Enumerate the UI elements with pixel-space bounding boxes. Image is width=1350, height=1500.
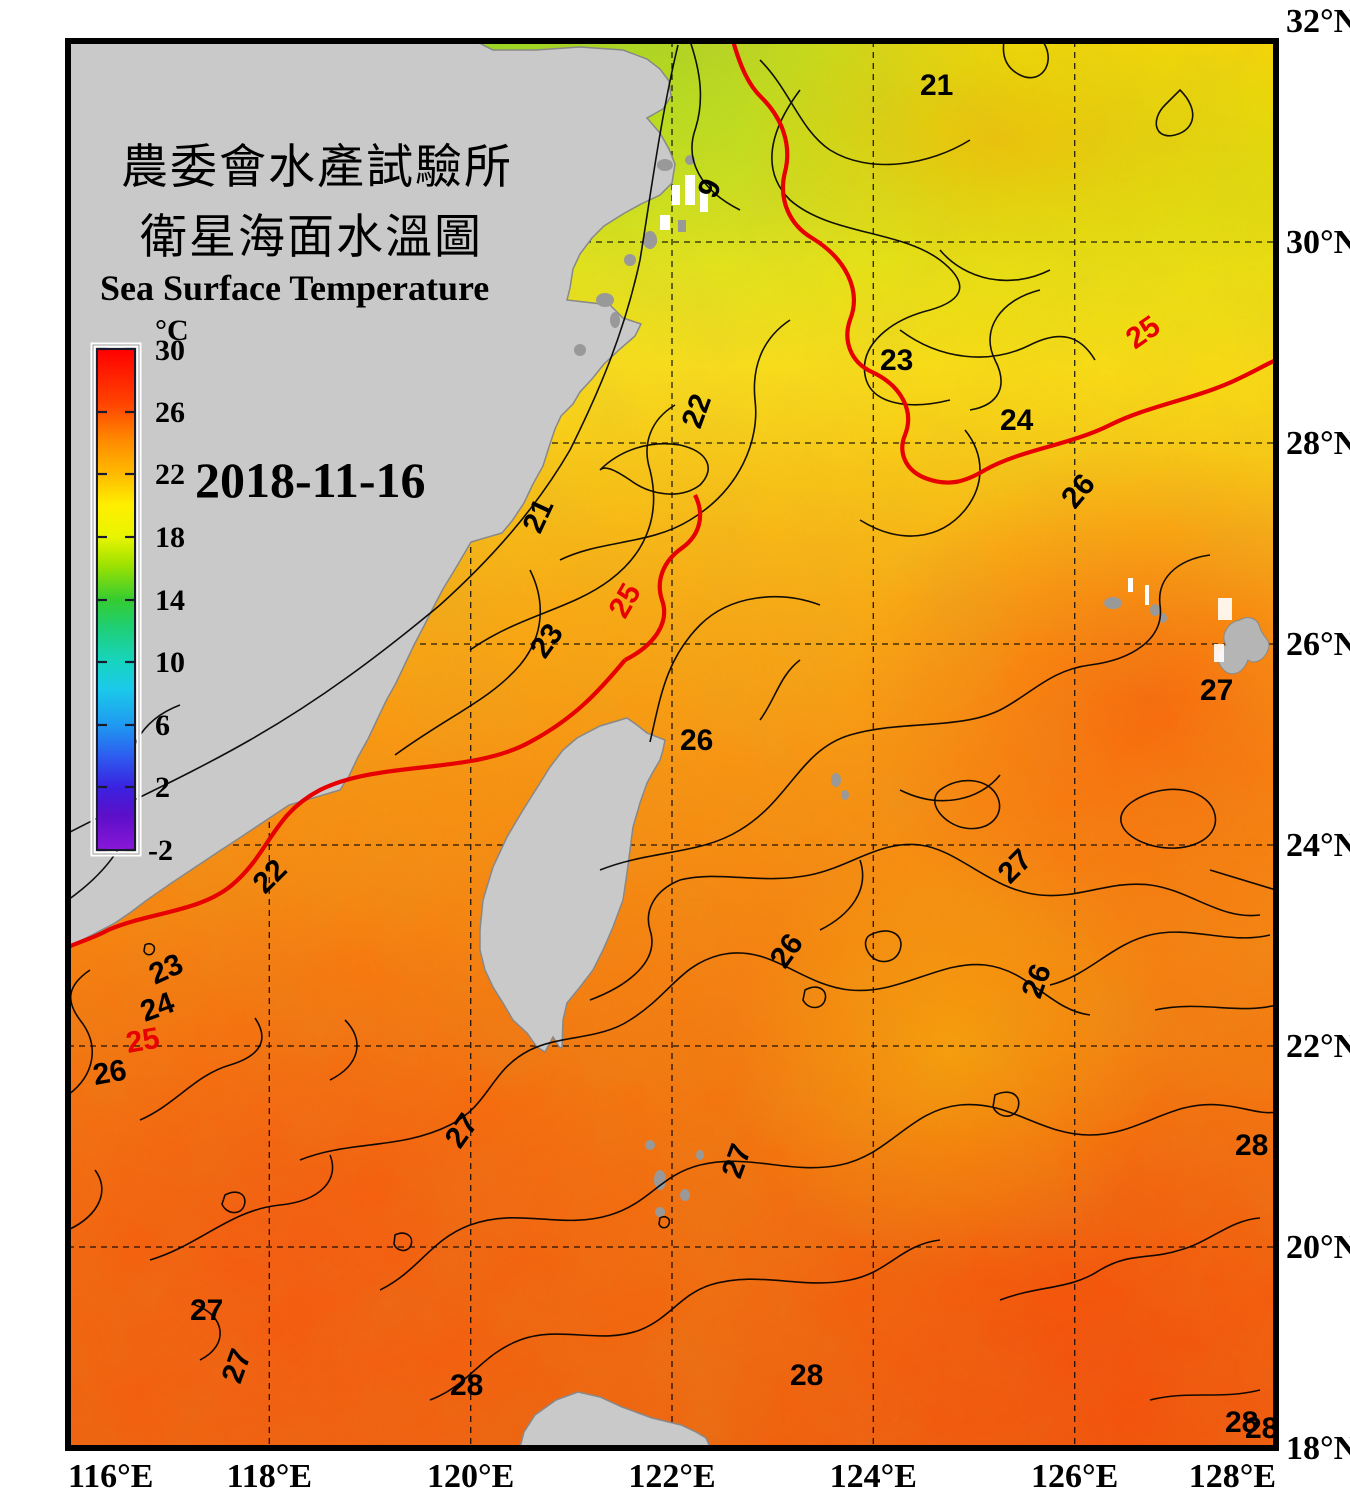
svg-text:28: 28 xyxy=(1235,1129,1268,1162)
svg-text:6: 6 xyxy=(155,709,170,742)
svg-text:26: 26 xyxy=(90,1054,129,1092)
svg-text:26°N: 26°N xyxy=(1286,626,1350,663)
svg-text:120°E: 120°E xyxy=(427,1458,514,1495)
svg-text:126°E: 126°E xyxy=(1031,1458,1118,1495)
svg-text:18°N: 18°N xyxy=(1286,1430,1350,1467)
svg-text:10: 10 xyxy=(155,646,185,679)
svg-text:-2: -2 xyxy=(148,834,173,867)
svg-text:116°E: 116°E xyxy=(68,1458,153,1495)
svg-text:32°N: 32°N xyxy=(1286,3,1350,40)
svg-text:122°E: 122°E xyxy=(628,1458,715,1495)
svg-text:2: 2 xyxy=(155,771,170,804)
svg-text:2018-11-16: 2018-11-16 xyxy=(195,452,426,508)
svg-text:18: 18 xyxy=(155,521,185,554)
svg-text:118°E: 118°E xyxy=(227,1458,312,1495)
svg-text:21: 21 xyxy=(920,69,953,102)
svg-text:124°E: 124°E xyxy=(830,1458,917,1495)
svg-text:27: 27 xyxy=(1200,674,1233,707)
svg-text:Sea Surface Temperature: Sea Surface Temperature xyxy=(100,268,489,308)
svg-text:20°N: 20°N xyxy=(1286,1229,1350,1266)
svg-text:128°E: 128°E xyxy=(1189,1458,1276,1495)
svg-text:衛星海面水溫圖: 衛星海面水溫圖 xyxy=(140,212,483,264)
svg-text:28°N: 28°N xyxy=(1286,425,1350,462)
svg-text:25: 25 xyxy=(123,1022,162,1060)
svg-text:24: 24 xyxy=(1000,404,1034,437)
svg-text:23: 23 xyxy=(880,344,913,377)
svg-text:24°N: 24°N xyxy=(1286,827,1350,864)
svg-text:22°N: 22°N xyxy=(1286,1028,1350,1065)
svg-text:農委會水產試驗所: 農委會水產試驗所 xyxy=(121,142,513,194)
svg-text:26: 26 xyxy=(155,396,185,429)
svg-text:27: 27 xyxy=(190,1294,223,1327)
svg-text:26: 26 xyxy=(680,724,713,757)
svg-text:28: 28 xyxy=(790,1359,823,1392)
svg-text:30°N: 30°N xyxy=(1286,224,1350,261)
svg-text:22: 22 xyxy=(155,458,185,491)
svg-text:30: 30 xyxy=(155,334,185,367)
svg-text:28: 28 xyxy=(450,1369,483,1402)
svg-text:14: 14 xyxy=(155,584,185,617)
